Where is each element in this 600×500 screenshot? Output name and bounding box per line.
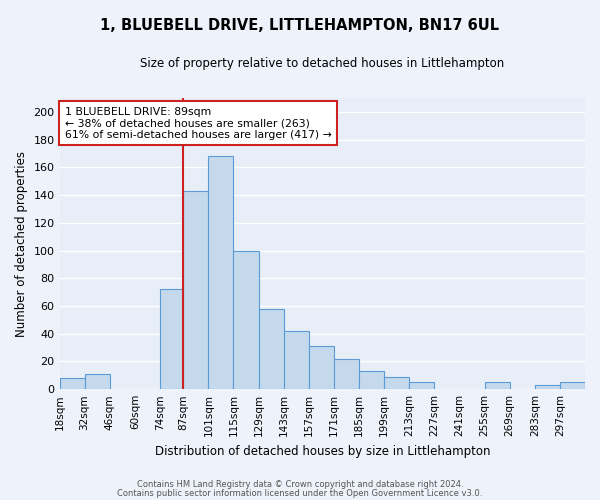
Bar: [334, 358, 359, 389]
Text: 1, BLUEBELL DRIVE, LITTLEHAMPTON, BN17 6UL: 1, BLUEBELL DRIVE, LITTLEHAMPTON, BN17 6…: [100, 18, 500, 32]
Bar: [59, 378, 85, 389]
Text: 1 BLUEBELL DRIVE: 89sqm
← 38% of detached houses are smaller (263)
61% of semi-d: 1 BLUEBELL DRIVE: 89sqm ← 38% of detache…: [65, 107, 332, 140]
Bar: [85, 374, 110, 389]
Bar: [183, 191, 208, 389]
Bar: [384, 376, 409, 389]
Bar: [259, 309, 284, 389]
Bar: [233, 250, 259, 389]
X-axis label: Distribution of detached houses by size in Littlehampton: Distribution of detached houses by size …: [155, 444, 490, 458]
Bar: [485, 382, 509, 389]
Bar: [359, 371, 384, 389]
Title: Size of property relative to detached houses in Littlehampton: Size of property relative to detached ho…: [140, 58, 505, 70]
Text: Contains public sector information licensed under the Open Government Licence v3: Contains public sector information licen…: [118, 489, 482, 498]
Bar: [560, 382, 585, 389]
Bar: [535, 385, 560, 389]
Bar: [160, 290, 183, 389]
Bar: [284, 331, 309, 389]
Text: Contains HM Land Registry data © Crown copyright and database right 2024.: Contains HM Land Registry data © Crown c…: [137, 480, 463, 489]
Bar: [409, 382, 434, 389]
Y-axis label: Number of detached properties: Number of detached properties: [15, 150, 28, 336]
Bar: [309, 346, 334, 389]
Bar: [208, 156, 233, 389]
